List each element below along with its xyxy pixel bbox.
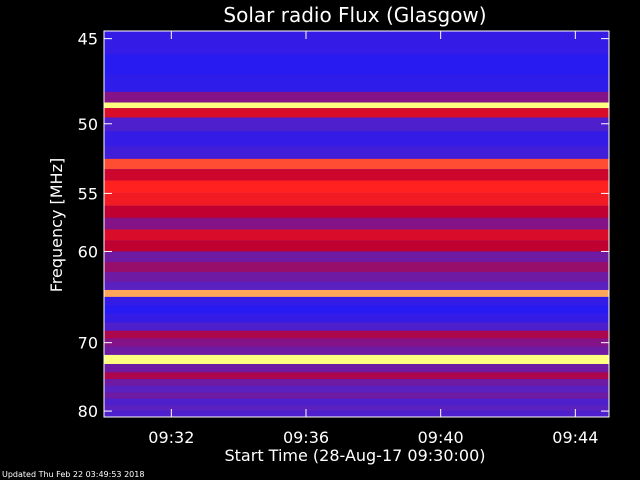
frequency-band [104, 240, 609, 252]
frequency-band [104, 281, 609, 290]
plot-area [104, 31, 609, 417]
frequency-band [104, 108, 609, 118]
frequency-band [104, 379, 609, 386]
x-tick-label: 09:32 [148, 428, 194, 447]
frequency-band [104, 54, 609, 75]
frequency-band [104, 251, 609, 262]
x-axis-label: Start Time (28-Aug-17 09:30:00) [225, 446, 486, 465]
frequency-band [104, 338, 609, 347]
frequency-band [104, 398, 609, 406]
y-tick-label: 45 [78, 30, 98, 49]
x-axis: 09:32 09:36 09:40 09:44 [148, 31, 598, 447]
frequency-band [104, 272, 609, 282]
frequency-band [104, 289, 609, 297]
frequency-band [104, 229, 609, 241]
frequency-band [104, 354, 609, 365]
x-tick-label: 09:40 [418, 428, 464, 447]
frequency-band [104, 372, 609, 380]
y-tick-label: 60 [78, 242, 98, 261]
frequency-band [104, 322, 609, 331]
frequency-band [104, 405, 609, 412]
frequency-band [104, 180, 609, 194]
frequency-band [104, 305, 609, 314]
frequency-band [104, 330, 609, 339]
y-axis-label: Frequency [MHz] [47, 158, 66, 292]
x-tick-label: 09:44 [552, 428, 598, 447]
y-tick-label: 70 [78, 334, 98, 353]
frequency-band [104, 346, 609, 355]
frequency-band [104, 117, 609, 132]
frequency-band [104, 217, 609, 230]
frequency-band [104, 364, 609, 373]
frequency-band [104, 31, 609, 55]
frequency-band [104, 313, 609, 323]
frequency-band [104, 102, 609, 109]
y-tick-label: 80 [78, 402, 98, 421]
frequency-band [104, 91, 609, 103]
frequency-band [104, 146, 609, 159]
frequency-band [104, 261, 609, 273]
frequency-band [104, 131, 609, 147]
plot-frame [103, 30, 610, 418]
frequency-band [104, 205, 609, 218]
frequency-band [104, 74, 609, 92]
x-tick-label: 09:36 [283, 428, 329, 447]
chart-title: Solar radio Flux (Glasgow) [223, 3, 486, 27]
y-axis: 45 50 55 60 70 80 [78, 30, 609, 421]
frequency-band [104, 169, 609, 181]
updated-timestamp: Updated Thu Feb 22 03:49:53 2018 [2, 470, 145, 479]
frequency-band [104, 296, 609, 306]
frequency-band [104, 392, 609, 399]
frequency-band [104, 411, 609, 417]
y-tick-label: 55 [78, 184, 98, 203]
frequency-band [104, 193, 609, 206]
y-tick-label: 50 [78, 115, 98, 134]
frequency-band [104, 158, 609, 170]
frequency-band [104, 385, 609, 393]
